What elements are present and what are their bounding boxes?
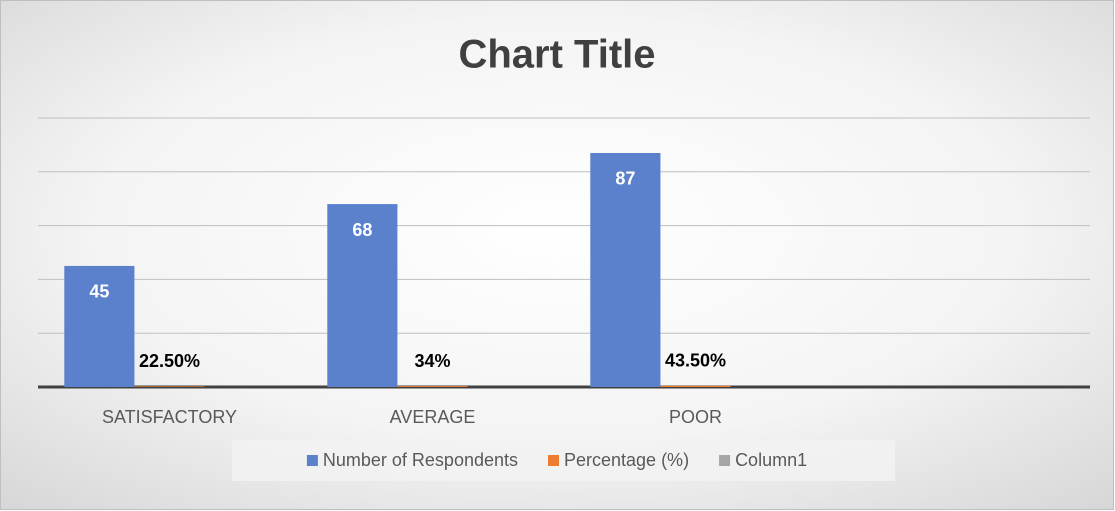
data-label: 34% <box>414 351 450 371</box>
legend-label: Number of Respondents <box>323 450 518 470</box>
x-tick-label: SATISFACTORY <box>102 407 237 427</box>
data-label: 87 <box>615 169 635 189</box>
x-tick-label: POOR <box>669 407 722 427</box>
legend-label: Percentage (%) <box>564 450 689 470</box>
x-tick-label: AVERAGE <box>390 407 476 427</box>
data-label: 43.50% <box>665 351 726 371</box>
bar <box>397 386 468 387</box>
legend-swatch <box>306 455 318 466</box>
legend-swatch <box>548 455 559 466</box>
chart-title: Chart Title <box>458 33 655 77</box>
data-label: 45 <box>89 282 109 302</box>
bar <box>660 385 731 387</box>
legend-box <box>232 440 895 481</box>
legend-swatch <box>719 455 731 466</box>
bar <box>590 152 661 387</box>
bar <box>64 265 135 387</box>
legend-label: Column1 <box>735 450 807 470</box>
data-label: 68 <box>352 220 372 240</box>
bar <box>134 386 205 387</box>
data-label: 22.50% <box>139 351 200 371</box>
bar <box>327 204 398 387</box>
